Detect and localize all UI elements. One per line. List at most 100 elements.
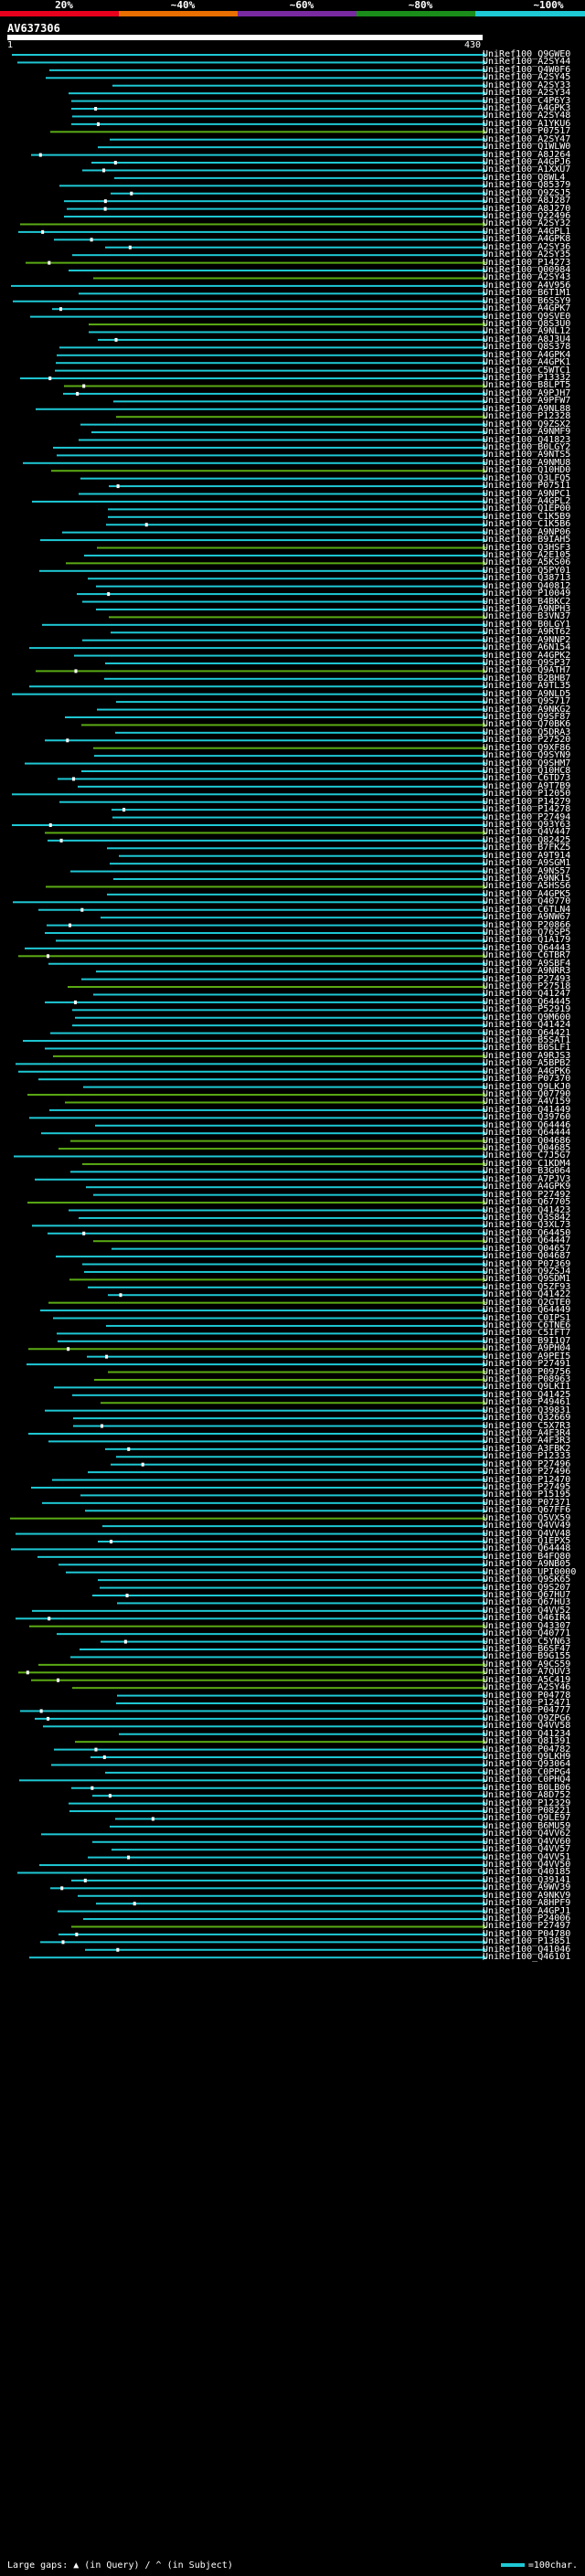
hit-label[interactable]: UniRef100_P14279 xyxy=(483,796,571,807)
hit-label[interactable]: UniRef100_Q4VV60 xyxy=(483,1836,571,1847)
hit-label[interactable]: UniRef100_A9RJS3 xyxy=(483,1050,571,1061)
hit-label[interactable]: UniRef100_Q4VV62 xyxy=(483,1829,571,1839)
hit-label[interactable]: UniRef100_C5IFT7 xyxy=(483,1328,571,1339)
hit-label[interactable]: UniRef100_A9SGM1 xyxy=(483,858,571,869)
hit-label[interactable]: UniRef100_P04782 xyxy=(483,1744,571,1754)
hit-label[interactable]: UniRef100_A4GPK2 xyxy=(483,650,571,661)
hit-label[interactable]: UniRef100_A8J3U4 xyxy=(483,334,571,345)
hit-label[interactable]: UniRef100_A5BPB2 xyxy=(483,1058,571,1069)
hit-label[interactable]: UniRef100_Q41424 xyxy=(483,1020,571,1031)
hit-label[interactable]: UniRef100_C7J5G7 xyxy=(483,1150,571,1161)
hit-label[interactable]: UniRef100_A9NKV9 xyxy=(483,1890,571,1901)
hit-label[interactable]: UniRef100_Q1WLW0 xyxy=(483,142,571,153)
hit-label[interactable]: UniRef100_Q41046 xyxy=(483,1944,571,1955)
hit-label[interactable]: UniRef100_Q9S717 xyxy=(483,696,571,707)
hit-label[interactable]: UniRef100_C6TD73 xyxy=(483,773,571,784)
hit-label[interactable]: UniRef100_B6MU59 xyxy=(483,1820,571,1831)
hit-label[interactable]: UniRef100_Q4VV49 xyxy=(483,1521,571,1532)
hit-label[interactable]: UniRef100_A4V956 xyxy=(483,280,571,291)
hit-label[interactable]: UniRef100_Q64444 xyxy=(483,1128,571,1139)
hit-label[interactable]: UniRef100_A3FBK2 xyxy=(483,1443,571,1454)
hit-label[interactable]: UniRef100_A9SBF4 xyxy=(483,958,571,969)
hit-label[interactable]: UniRef100_Q41422 xyxy=(483,1289,571,1300)
hit-label[interactable]: UniRef100_A4GPK3 xyxy=(483,103,571,113)
hit-label[interactable]: UniRef100_A8J270 xyxy=(483,203,571,214)
hit-label[interactable]: UniRef100_A1YKU6 xyxy=(483,118,571,129)
hit-label[interactable]: UniRef100_A4GPK6 xyxy=(483,1065,571,1076)
hit-label[interactable]: UniRef100_Q82425 xyxy=(483,834,571,845)
hit-label[interactable]: UniRef100_Q40185 xyxy=(483,1867,571,1878)
hit-label[interactable]: UniRef100_A4GPJ1 xyxy=(483,1905,571,1916)
hit-label[interactable]: UniRef100_Q41823 xyxy=(483,434,571,445)
hit-label[interactable]: UniRef100_B0SLF1 xyxy=(483,1043,571,1054)
hit-label[interactable]: UniRef100_A9T7B9 xyxy=(483,780,571,791)
hit-label[interactable]: UniRef100_A4V159 xyxy=(483,1097,571,1108)
hit-label[interactable]: UniRef100_Q41423 xyxy=(483,1204,571,1215)
hit-label[interactable]: UniRef100_P27491 xyxy=(483,1359,571,1370)
hit-label[interactable]: UniRef100_Q76SP5 xyxy=(483,928,571,938)
hit-label[interactable]: UniRef100_B4FQ80 xyxy=(483,1551,571,1562)
hit-label[interactable]: UniRef100_A2SY33 xyxy=(483,80,571,90)
hit-label[interactable]: UniRef100_Q39831 xyxy=(483,1405,571,1415)
hit-label[interactable]: UniRef100_Q9SP37 xyxy=(483,657,571,668)
hit-label[interactable]: UniRef100_A4GPK9 xyxy=(483,1182,571,1193)
hit-label[interactable]: UniRef100_P20866 xyxy=(483,919,571,930)
hit-label[interactable]: UniRef100_Q3HSF3 xyxy=(483,542,571,553)
hit-label[interactable]: UniRef100_Q1EP00 xyxy=(483,504,571,514)
hit-label[interactable]: UniRef100_Q4V447 xyxy=(483,827,571,838)
hit-label[interactable]: UniRef100_B5SAT1 xyxy=(483,1035,571,1046)
hit-label[interactable]: UniRef100_Q32669 xyxy=(483,1413,571,1424)
hit-label[interactable]: UniRef100_Q67FF6 xyxy=(483,1505,571,1516)
hit-label[interactable]: UniRef100_P07370 xyxy=(483,1074,571,1085)
hit-label[interactable]: UniRef100_P15195 xyxy=(483,1489,571,1500)
hit-label[interactable]: UniRef100_Q64449 xyxy=(483,1305,571,1316)
hit-label[interactable]: UniRef100_P14273 xyxy=(483,257,571,268)
hit-label[interactable]: UniRef100_B7FKZ5 xyxy=(483,843,571,853)
hit-label[interactable]: UniRef100_A8J287 xyxy=(483,196,571,207)
hit-label[interactable]: UniRef100_Q8S378 xyxy=(483,342,571,353)
hit-label[interactable]: UniRef100_A2SY45 xyxy=(483,72,571,83)
hit-label[interactable]: UniRef100_Q04657 xyxy=(483,1243,571,1254)
hit-label[interactable]: UniRef100_Q38713 xyxy=(483,573,571,584)
hit-label[interactable]: UniRef100_A9PFW7 xyxy=(483,396,571,407)
hit-label[interactable]: UniRef100_P27495 xyxy=(483,1481,571,1492)
hit-label[interactable]: UniRef100_Q9SF87 xyxy=(483,711,571,722)
hit-label[interactable]: UniRef100_A2SY47 xyxy=(483,133,571,144)
hit-label[interactable]: UniRef100_C0PHQ4 xyxy=(483,1775,571,1786)
hit-label[interactable]: UniRef100_C0PPG4 xyxy=(483,1766,571,1777)
hit-label[interactable]: UniRef100_B6SF47 xyxy=(483,1644,571,1654)
hit-label[interactable]: UniRef100_P27518 xyxy=(483,981,571,992)
hit-label[interactable]: UniRef100_A2E105 xyxy=(483,549,571,560)
hit-label[interactable]: UniRef100_A9T914 xyxy=(483,850,571,861)
hit-label[interactable]: UniRef100_Q64447 xyxy=(483,1235,571,1246)
hit-label[interactable]: UniRef100_P24006 xyxy=(483,1913,571,1924)
hit-label[interactable]: UniRef100_A4GPL2 xyxy=(483,495,571,506)
hit-label[interactable]: UniRef100_Q46101 xyxy=(483,1952,571,1963)
hit-label[interactable]: UniRef100_Q9SYN9 xyxy=(483,750,571,761)
hit-label[interactable]: UniRef100_A9CS59 xyxy=(483,1659,571,1670)
hit-label[interactable]: UniRef100_A2SY44 xyxy=(483,57,571,68)
hit-label[interactable]: UniRef100_P52919 xyxy=(483,1004,571,1015)
hit-label[interactable]: UniRef100_B3G064 xyxy=(483,1166,571,1177)
hit-label[interactable]: UniRef100_P04777 xyxy=(483,1705,571,1716)
hit-label[interactable]: UniRef100_Q9ATH7 xyxy=(483,665,571,676)
hit-label[interactable]: UniRef100_Q9ZSX2 xyxy=(483,419,571,429)
hit-label[interactable]: UniRef100_A9NPC1 xyxy=(483,488,571,499)
hit-label[interactable]: UniRef100_P12050 xyxy=(483,789,571,800)
hit-label[interactable]: UniRef100_A5C419 xyxy=(483,1674,571,1685)
hit-label[interactable]: UniRef100_P12329 xyxy=(483,1797,571,1808)
hit-label[interactable]: UniRef100_P07369 xyxy=(483,1258,571,1269)
hit-label[interactable]: UniRef100_B9G155 xyxy=(483,1651,571,1662)
hit-label[interactable]: UniRef100_Q10HD0 xyxy=(483,465,571,476)
hit-label[interactable]: UniRef100_B2BHB7 xyxy=(483,673,571,684)
hit-label[interactable]: UniRef100_Q5ZF93 xyxy=(483,1281,571,1292)
hit-label[interactable]: UniRef100_A9NNP2 xyxy=(483,634,571,645)
hit-label[interactable]: UniRef100_Q81391 xyxy=(483,1736,571,1747)
hit-label[interactable]: UniRef100_Q3LFQ5 xyxy=(483,472,571,483)
hit-label[interactable]: UniRef100_Q9GWE0 xyxy=(483,49,571,59)
hit-label[interactable]: UniRef100_P12471 xyxy=(483,1698,571,1709)
hit-label[interactable]: UniRef100_Q9LKJ0 xyxy=(483,1081,571,1092)
hit-label[interactable]: UniRef100_B4BKC2 xyxy=(483,596,571,607)
hit-label[interactable]: UniRef100_A6N154 xyxy=(483,642,571,653)
hit-label[interactable]: UniRef100_A9WV39 xyxy=(483,1882,571,1893)
